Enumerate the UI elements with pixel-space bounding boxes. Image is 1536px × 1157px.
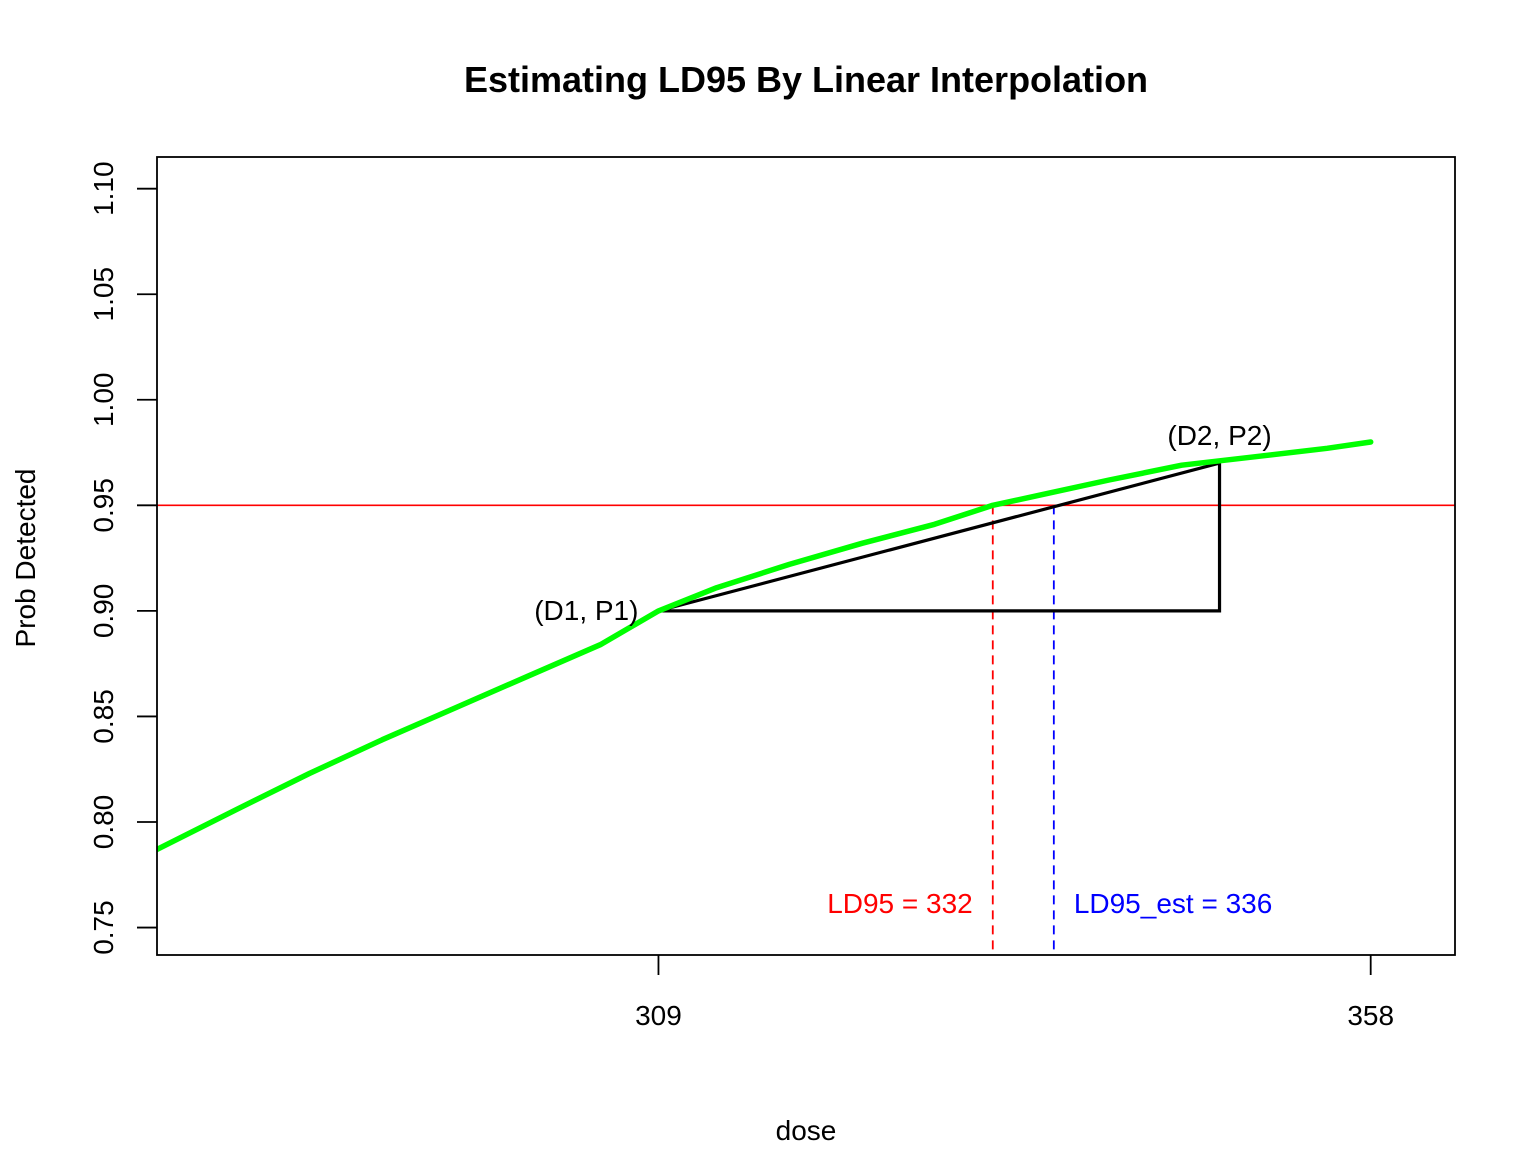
y-tick-label: 0.80 — [88, 795, 119, 850]
x-tick-label: 358 — [1347, 1000, 1394, 1031]
plot-layer: 309 358 0.75 0.80 0.85 0.90 0.95 1.00 1.05 1.10 (D… — [88, 156, 1456, 1031]
x-axis-label: dose — [776, 1115, 837, 1146]
y-tick-label: 0.90 — [88, 584, 119, 639]
y-tick-label: 0.85 — [88, 689, 119, 744]
interpolation-triangle — [658, 461, 1222, 613]
x-tick-label: 309 — [635, 1000, 682, 1031]
plot-frame — [156, 156, 1456, 956]
y-axis-label: Prob Detected — [10, 469, 41, 648]
y-tick-label: 1.05 — [88, 267, 119, 322]
chart-title: Estimating LD95 By Linear Interpolation — [464, 59, 1148, 100]
probability-curve — [157, 439, 1374, 853]
ld95-est-label: LD95_est = 336 — [1074, 888, 1273, 919]
y-tick-label: 0.75 — [88, 900, 119, 955]
ld95-label: LD95 = 332 — [827, 888, 973, 919]
annotation-d2-p2: (D2, P2) — [1167, 420, 1271, 451]
y-tick-label: 1.10 — [88, 161, 119, 216]
y-tick-label: 0.95 — [88, 478, 119, 533]
y-tick-label: 1.00 — [88, 373, 119, 428]
annotation-d1-p1: (D1, P1) — [534, 595, 638, 626]
